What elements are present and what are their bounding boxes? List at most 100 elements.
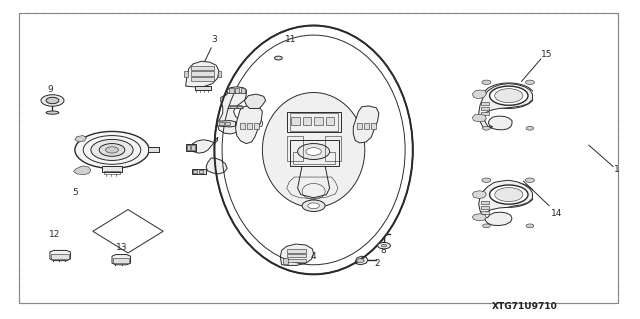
Polygon shape xyxy=(479,180,532,226)
Text: 2: 2 xyxy=(375,259,380,268)
Circle shape xyxy=(483,224,490,228)
Bar xyxy=(191,66,214,70)
Text: 11: 11 xyxy=(285,35,297,44)
Polygon shape xyxy=(472,191,486,198)
Bar xyxy=(241,88,245,93)
Circle shape xyxy=(75,131,149,168)
Bar xyxy=(247,123,252,129)
Bar xyxy=(293,152,335,164)
Bar xyxy=(481,102,489,105)
Bar xyxy=(481,107,489,110)
Bar xyxy=(195,86,211,90)
Text: 10: 10 xyxy=(253,120,264,129)
Text: 12: 12 xyxy=(49,230,60,239)
Bar xyxy=(357,123,362,129)
Text: 8: 8 xyxy=(381,246,387,255)
Polygon shape xyxy=(228,106,243,108)
Bar xyxy=(481,112,489,115)
Text: 4: 4 xyxy=(311,252,316,261)
Bar xyxy=(287,136,303,161)
Circle shape xyxy=(482,178,491,182)
Text: 15: 15 xyxy=(541,50,553,59)
Circle shape xyxy=(356,259,364,263)
Bar xyxy=(283,258,288,264)
Circle shape xyxy=(490,185,528,204)
Ellipse shape xyxy=(46,111,59,114)
Bar xyxy=(230,106,236,108)
Polygon shape xyxy=(186,61,219,87)
Text: 13: 13 xyxy=(116,243,127,252)
Bar xyxy=(191,71,214,76)
Polygon shape xyxy=(191,137,218,153)
Circle shape xyxy=(490,86,528,105)
Bar xyxy=(290,113,338,131)
Bar xyxy=(287,112,341,132)
Bar xyxy=(325,136,341,161)
Bar xyxy=(219,122,224,125)
Circle shape xyxy=(525,80,534,85)
Bar xyxy=(303,117,311,125)
Circle shape xyxy=(46,97,59,104)
Circle shape xyxy=(526,224,534,228)
Polygon shape xyxy=(50,250,70,261)
Circle shape xyxy=(483,126,490,130)
Ellipse shape xyxy=(214,26,413,274)
Bar xyxy=(51,254,69,259)
Bar xyxy=(113,258,129,263)
Polygon shape xyxy=(206,158,227,174)
Polygon shape xyxy=(74,166,91,175)
Circle shape xyxy=(275,56,282,60)
Circle shape xyxy=(308,203,319,209)
Bar xyxy=(326,117,334,125)
Polygon shape xyxy=(353,106,379,143)
Bar xyxy=(240,123,245,129)
Circle shape xyxy=(306,148,321,155)
Bar xyxy=(254,123,259,129)
Polygon shape xyxy=(75,136,86,142)
Circle shape xyxy=(525,178,534,182)
Polygon shape xyxy=(218,89,246,134)
Text: 5: 5 xyxy=(73,189,78,197)
Polygon shape xyxy=(280,244,314,265)
Circle shape xyxy=(381,244,387,247)
Polygon shape xyxy=(355,256,368,265)
Bar xyxy=(481,201,489,204)
Text: 14: 14 xyxy=(551,209,563,218)
Circle shape xyxy=(495,188,523,202)
Bar xyxy=(104,171,120,174)
Bar xyxy=(287,249,306,253)
Text: 7: 7 xyxy=(253,109,259,118)
Polygon shape xyxy=(472,114,486,122)
Circle shape xyxy=(41,95,64,106)
Polygon shape xyxy=(244,94,266,108)
Bar xyxy=(192,169,206,174)
Bar xyxy=(186,144,196,151)
Polygon shape xyxy=(218,121,236,127)
Bar xyxy=(184,71,188,77)
Bar xyxy=(290,140,339,166)
Bar xyxy=(102,166,122,172)
Polygon shape xyxy=(472,90,486,99)
Polygon shape xyxy=(472,214,486,221)
Polygon shape xyxy=(479,84,532,130)
Bar xyxy=(218,71,221,77)
Bar xyxy=(229,88,234,93)
Polygon shape xyxy=(236,105,262,144)
Bar xyxy=(287,254,306,257)
Bar xyxy=(148,147,159,152)
Text: 9: 9 xyxy=(47,85,52,94)
Bar xyxy=(291,117,300,125)
Bar xyxy=(199,170,203,173)
Bar xyxy=(191,77,214,81)
Circle shape xyxy=(378,242,390,249)
Bar xyxy=(287,259,306,262)
Circle shape xyxy=(99,144,125,156)
Bar xyxy=(235,88,239,93)
Circle shape xyxy=(298,144,330,160)
Circle shape xyxy=(526,126,534,130)
Text: 6: 6 xyxy=(253,98,259,107)
Ellipse shape xyxy=(262,93,365,207)
Circle shape xyxy=(302,200,325,211)
Circle shape xyxy=(91,139,133,160)
Bar xyxy=(187,145,190,150)
